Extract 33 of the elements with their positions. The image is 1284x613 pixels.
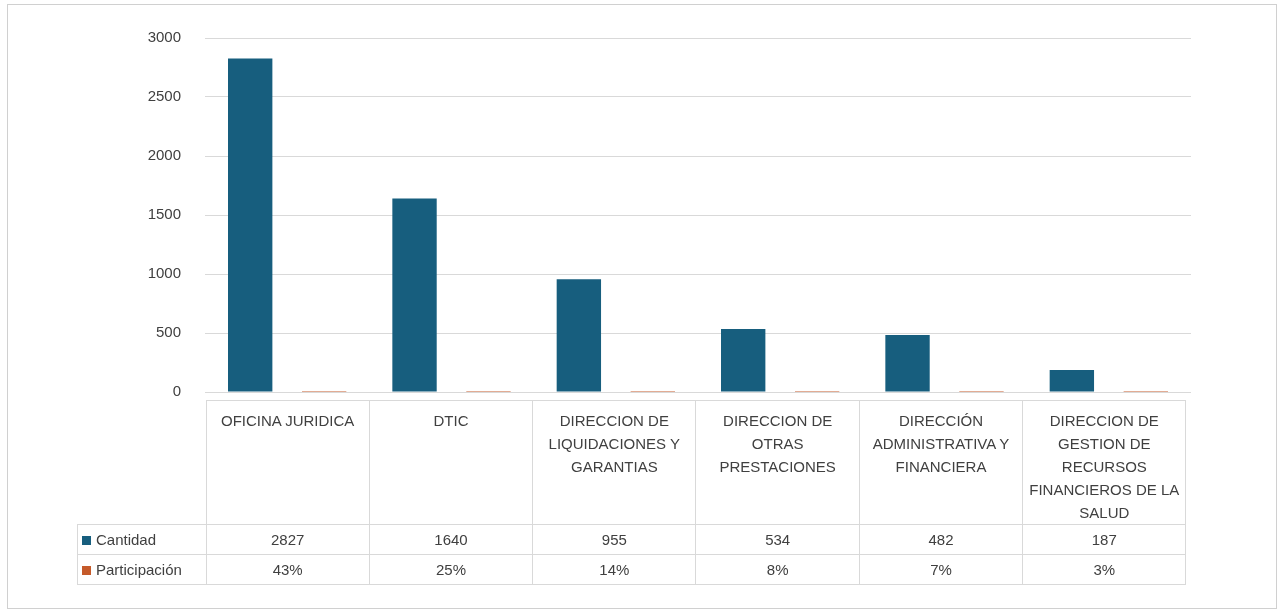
data-label: 25% [369,554,533,585]
x-tick-label: DIRECCION DE OTRAS PRESTACIONES [695,400,860,525]
y-tick-label: 2500 [147,87,181,105]
bar [1049,369,1095,392]
bar [885,335,930,392]
bar [228,58,273,392]
y-tick-label: 2000 [147,146,181,164]
y-tick-label: 1500 [147,205,181,223]
data-label: 8% [695,554,860,585]
x-tick-label: DIRECCION DE GESTION DE RECURSOS FINANCIEROS DE LA SALUD [1022,400,1186,525]
data-label: 14% [532,554,696,585]
x-tick-label: DIRECCION DE LIQUIDACIONES Y GARANTIAS [532,400,696,525]
data-label: 534 [695,524,860,555]
data-label: 2827 [206,524,370,555]
data-label: 3% [1022,554,1186,585]
x-tick-label: DTIC [369,400,533,525]
bar [556,279,602,392]
bar [392,198,437,392]
legend-label: Participación [77,554,206,585]
data-label: 187 [1022,524,1186,555]
y-tick-label: 0 [172,382,181,400]
data-label: 1640 [369,524,533,555]
y-tick-label: 3000 [147,28,181,46]
data-label: 955 [532,524,696,555]
y-tick-label: 1000 [147,264,181,282]
y-tick-label: 500 [155,323,181,341]
bar [721,328,766,392]
x-tick-label: DIRECCIÓN ADMINISTRATIVA Y FINANCIERA [859,400,1023,525]
data-label: 7% [859,554,1023,585]
x-tick-label: OFICINA JURIDICA [206,400,370,525]
data-label: 43% [206,554,370,585]
data-label: 482 [859,524,1023,555]
legend-label: Cantidad [77,524,206,555]
